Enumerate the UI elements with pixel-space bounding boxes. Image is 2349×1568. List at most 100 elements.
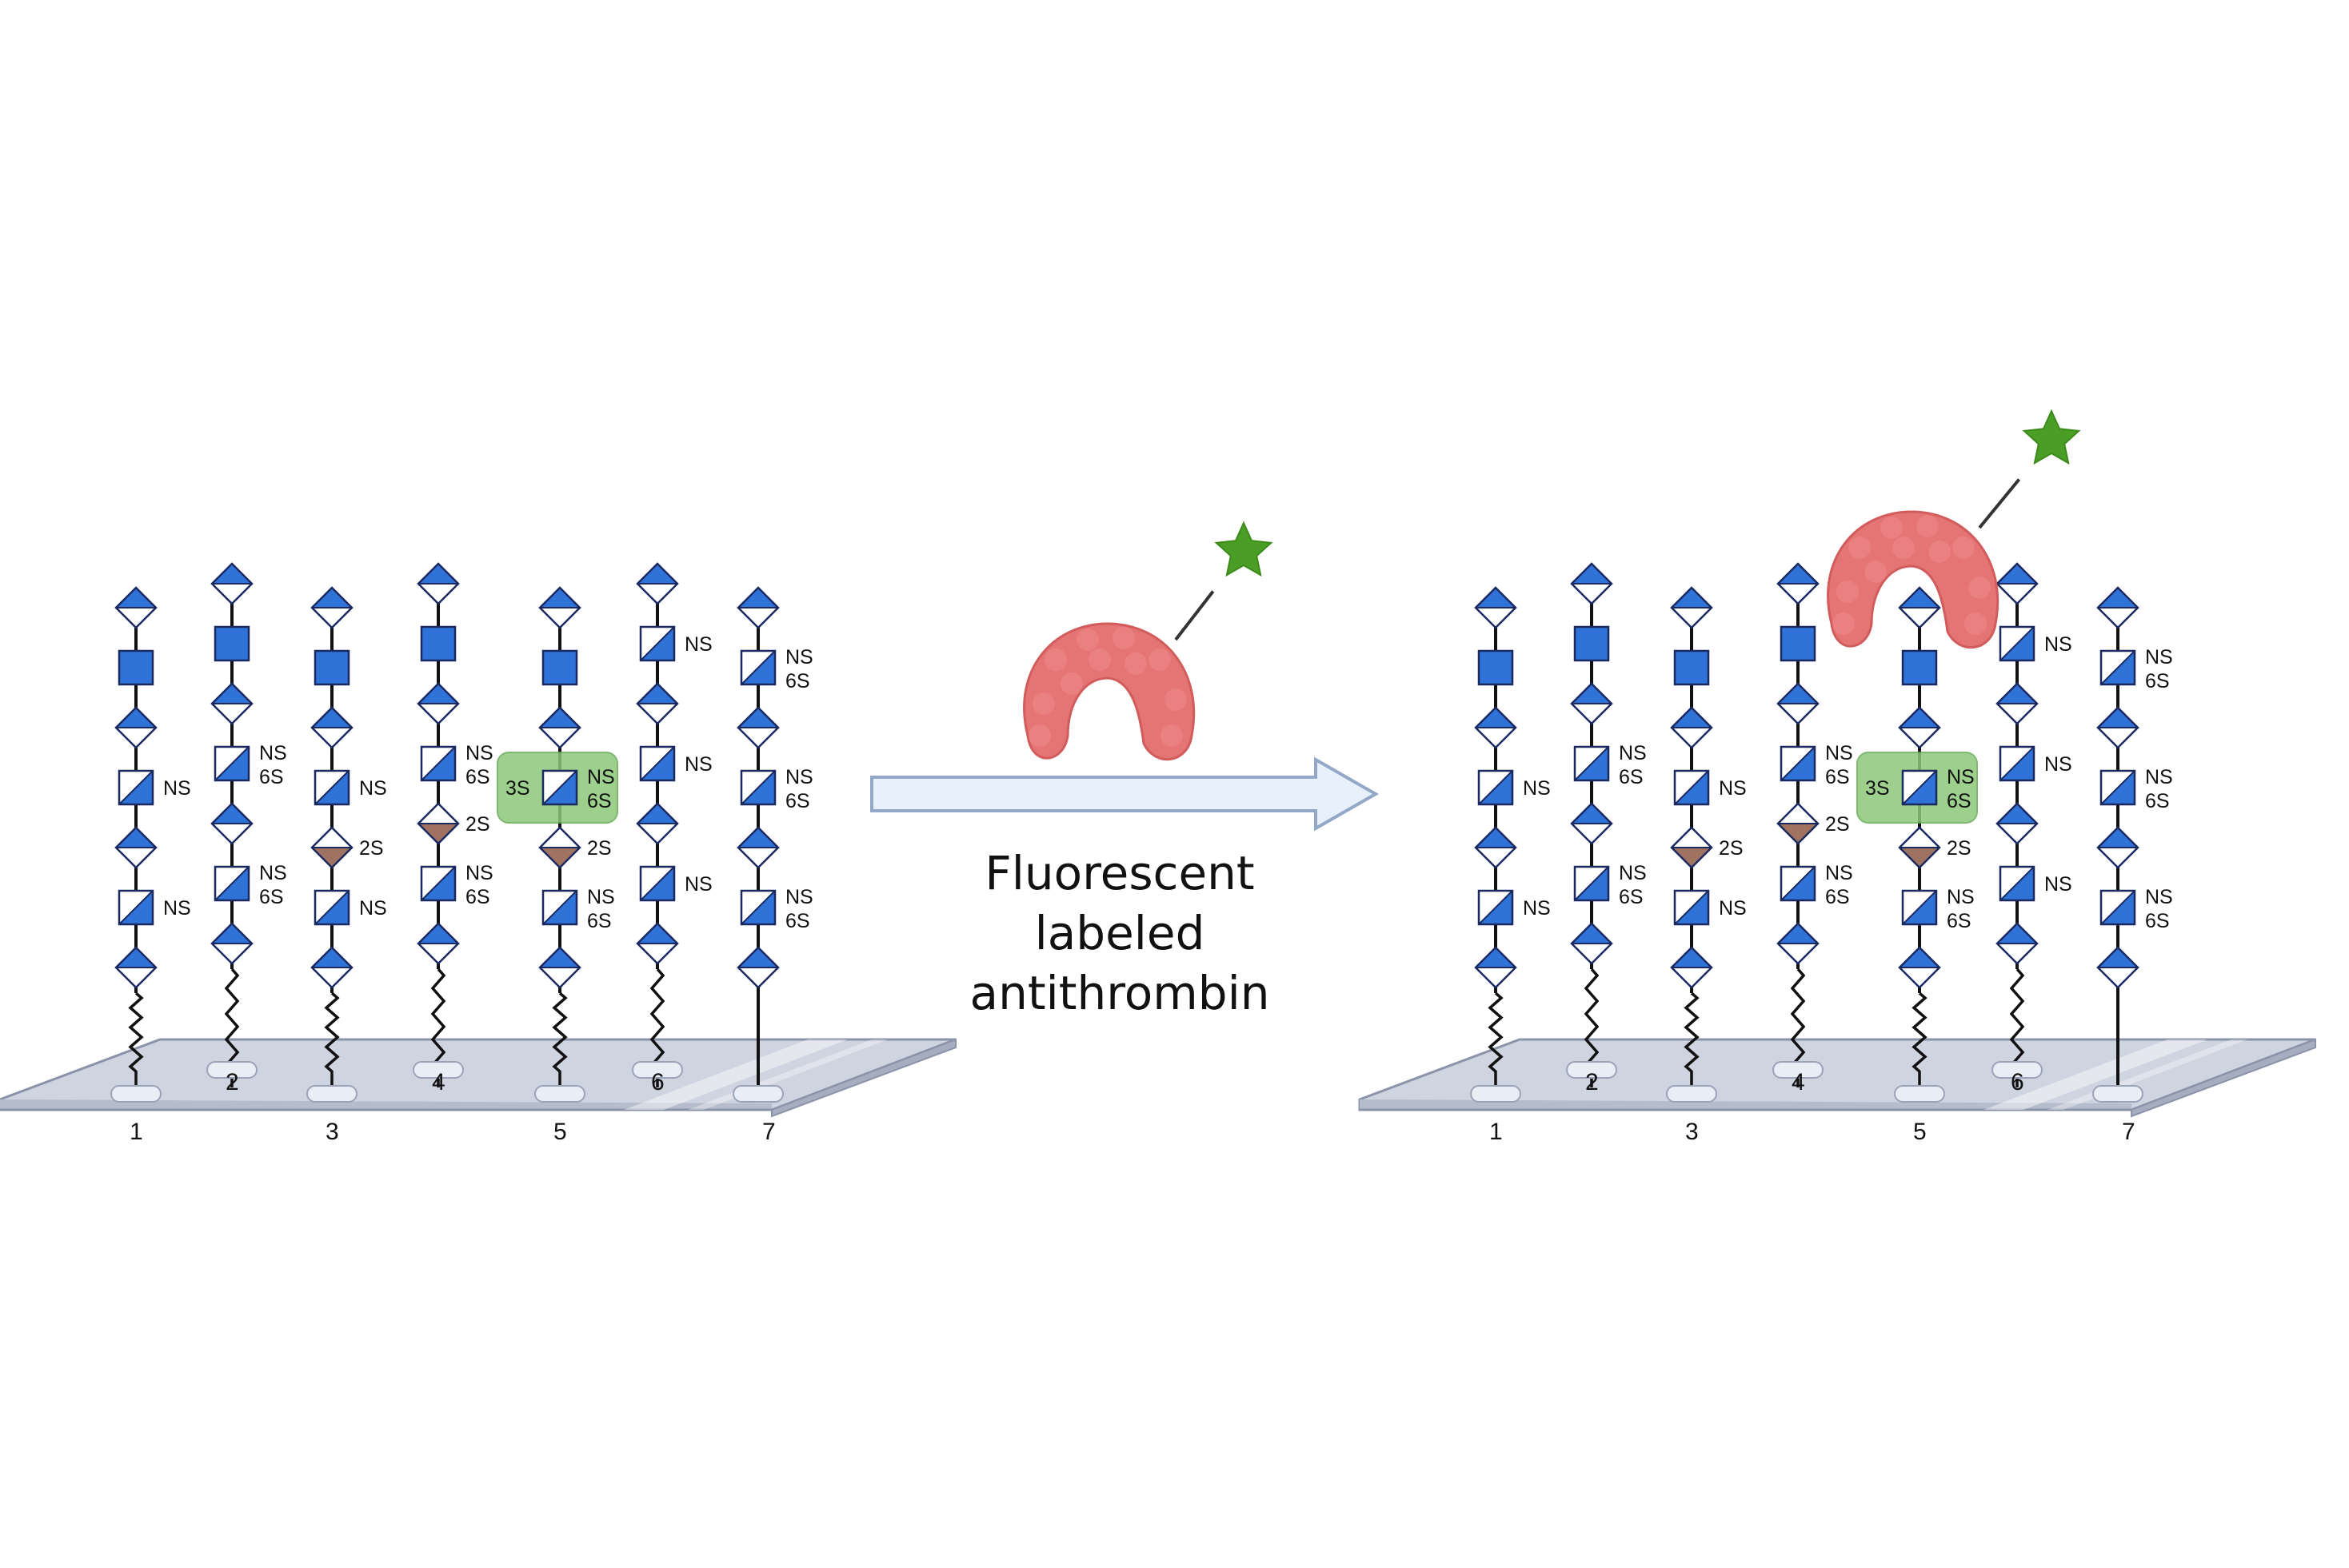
square-outline xyxy=(541,769,578,806)
diamond-top-half xyxy=(2098,708,2138,728)
sulfation-label: 6S xyxy=(1947,910,1971,932)
diamond-outline xyxy=(538,946,581,989)
uronic-acid-diamond-icon xyxy=(417,562,460,605)
protein-texture xyxy=(1928,541,1951,563)
sulfation-label: NS xyxy=(1523,777,1551,800)
diamond-bottom-half xyxy=(1572,584,1612,604)
diamond-outline xyxy=(1670,946,1713,989)
diamond-outline xyxy=(1776,922,1820,965)
uronic-acid-diamond-icon xyxy=(114,706,158,749)
square-outline xyxy=(541,889,578,926)
diamond-bottom-half xyxy=(1476,608,1516,628)
protein-texture xyxy=(1029,724,1051,747)
glcnac-square-icon xyxy=(1673,889,1710,926)
diamond-outline xyxy=(2096,946,2139,989)
diamond-outline xyxy=(417,562,460,605)
glcnac-square-icon xyxy=(2099,889,2136,926)
uronic-acid-diamond-icon xyxy=(114,826,158,869)
diamond-outline xyxy=(210,922,254,965)
chain-number-label: 2 xyxy=(226,1069,239,1095)
protein-texture xyxy=(1165,688,1187,711)
uronic-acid-diamond-icon xyxy=(737,706,780,749)
glcnac-square-icon xyxy=(1901,889,1938,926)
sulfation-label: NS xyxy=(2145,766,2173,788)
uronic-acid-diamond-icon xyxy=(210,922,254,965)
label-tether xyxy=(1978,478,2021,529)
diamond-top-half xyxy=(1476,708,1516,728)
diamond-bottom-half xyxy=(637,704,677,724)
diamond-top-half xyxy=(1778,684,1818,704)
square-diagonal xyxy=(542,770,577,805)
sulfation-label: NS xyxy=(1719,777,1747,800)
glcnac-square-icon xyxy=(118,649,154,686)
chain-number-label: 1 xyxy=(1489,1119,1503,1145)
diamond-outline xyxy=(737,946,780,989)
diamond-top-half xyxy=(1672,948,1712,968)
sulfation-label: 2S xyxy=(359,837,384,860)
diamond-top-half xyxy=(637,804,677,824)
uronic-acid-diamond-icon xyxy=(1570,802,1613,845)
sulfation-label: 6S xyxy=(465,766,490,788)
uronic-acid-diamond-icon xyxy=(2096,826,2139,869)
uronic-acid-diamond-icon xyxy=(1898,706,1941,749)
square-diagonal xyxy=(741,770,776,805)
square-outline xyxy=(1573,865,1610,902)
diamond-top-half xyxy=(212,924,252,944)
diamond-top-half xyxy=(1476,588,1516,608)
sulfation-label: NS xyxy=(1523,897,1551,920)
chain-number-label: 5 xyxy=(553,1119,567,1145)
uronic-acid-diamond-icon xyxy=(1898,826,1941,869)
diamond-outline xyxy=(636,802,679,845)
diamond-bottom-half xyxy=(1778,824,1818,844)
diamond-outline xyxy=(1776,562,1820,605)
square-diagonal xyxy=(118,770,154,805)
uronic-acid-diamond-icon xyxy=(417,922,460,965)
diamond-outline xyxy=(1570,802,1613,845)
glcnac-square-icon xyxy=(1673,769,1710,806)
diamond-bottom-half xyxy=(637,824,677,844)
sulfation-label: NS xyxy=(1825,742,1853,764)
square-outline xyxy=(420,865,457,902)
protein-texture xyxy=(1952,537,1975,559)
flow-arrow-icon xyxy=(870,756,1380,832)
chain-number-label: 3 xyxy=(326,1119,339,1145)
wavy-linker xyxy=(1684,991,1700,1087)
diamond-top-half xyxy=(1900,828,1940,848)
square-diagonal xyxy=(1574,866,1609,901)
glcnac-square-icon xyxy=(420,745,457,782)
square-diagonal xyxy=(640,866,675,901)
uronic-acid-diamond-icon xyxy=(636,922,679,965)
diamond-bottom-half xyxy=(1997,944,2037,964)
highlight-label-ns: NS xyxy=(587,766,615,788)
square-diagonal xyxy=(1902,770,1937,805)
slide-side-edge xyxy=(771,1038,957,1118)
uronic-acid-diamond-icon xyxy=(310,706,354,749)
slide-side-edge xyxy=(2131,1038,2316,1118)
slide-front-edge xyxy=(0,1099,772,1110)
diamond-top-half xyxy=(1997,564,2037,584)
array-spot xyxy=(110,1085,162,1103)
diamond-outline xyxy=(1474,586,1517,629)
square-diagonal xyxy=(640,746,675,781)
diamond-outline xyxy=(538,586,581,629)
glcnac-square-icon xyxy=(1477,769,1514,806)
diamond-outline xyxy=(310,946,354,989)
square-diagonal xyxy=(2100,770,2135,805)
diamond-bottom-half xyxy=(1476,728,1516,748)
uronic-acid-diamond-icon xyxy=(2096,946,2139,989)
square-diagonal xyxy=(1780,746,1816,781)
square-outline xyxy=(118,889,154,926)
square-outline xyxy=(420,745,457,782)
sulfation-label: 6S xyxy=(259,766,284,788)
glcnac-square-icon xyxy=(1780,745,1816,782)
diamond-bottom-half xyxy=(540,968,580,987)
glcnac-square-icon xyxy=(1999,745,2035,782)
square-diagonal xyxy=(1674,770,1709,805)
square-outline xyxy=(1780,865,1816,902)
square-diagonal xyxy=(2100,890,2135,925)
diamond-top-half xyxy=(418,684,458,704)
square-outline xyxy=(1573,745,1610,782)
square-diagonal xyxy=(640,626,675,661)
